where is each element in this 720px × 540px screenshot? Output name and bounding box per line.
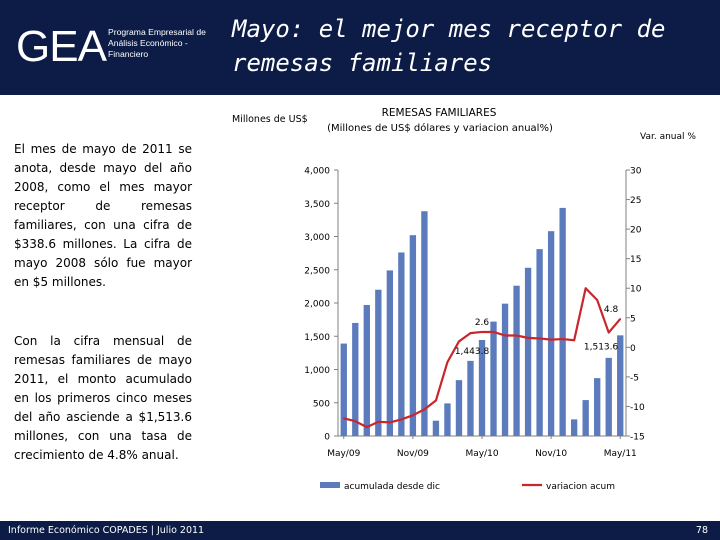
x-tick-label: May/09 (327, 449, 360, 459)
line-point-Feb/10 (446, 361, 449, 363)
y2-tick-label: 5 (630, 314, 636, 324)
line-point-Oct/09 (400, 418, 403, 421)
bar-Sep/09 (386, 270, 394, 436)
x-tick-label: Nov/09 (397, 449, 429, 459)
line-point-Dec/09 (423, 408, 426, 411)
line-point-May/11 (619, 318, 622, 320)
bar-Nov/10 (547, 231, 555, 436)
chart-ylabel: Millones de US$ (232, 114, 308, 125)
y-tick-label: 4,000 (304, 167, 330, 177)
y2-tick-label: 25 (630, 196, 641, 206)
x-tick-label: May/11 (604, 449, 637, 459)
y-tick-label: 3,000 (304, 233, 330, 243)
slide-title: Mayo: el mejor mes receptor de remesas f… (232, 15, 666, 77)
x-tick-label: May/10 (465, 449, 498, 459)
legend-label-bars: acumulada desde dic (344, 482, 440, 492)
data-label: 2.6 (475, 318, 490, 328)
line-point-Jul/09 (366, 426, 368, 428)
y2-tick-label: -5 (630, 373, 639, 383)
line-point-Aug/10 (515, 334, 518, 337)
y2-tick-label: -15 (630, 433, 645, 443)
y2-tick-label: 30 (630, 167, 642, 177)
page-number: 78 (695, 525, 708, 536)
line-point-Jun/09 (354, 420, 357, 423)
bar-Oct/10 (536, 249, 543, 436)
bar-May/10 (478, 339, 486, 436)
bar-Apr/10 (467, 360, 474, 436)
line-point-Aug/09 (377, 421, 380, 423)
y-tick-label: 500 (313, 399, 330, 409)
bar-Oct/09 (398, 252, 405, 436)
y-tick-label: 2,500 (304, 266, 330, 276)
logo-subtitle: Programa Empresarial de Análisis Económi… (108, 27, 206, 59)
x-tick-label: Nov/10 (535, 449, 567, 459)
y-tick-label: 2,000 (304, 300, 330, 310)
line-point-Apr/10 (469, 332, 472, 334)
bar-Aug/10 (513, 285, 520, 436)
bar-Jan/10 (432, 420, 440, 436)
bar-Aug/09 (375, 289, 382, 436)
bar-Jun/10 (490, 321, 497, 436)
footer-text: Informe Económico COPADES | Julio 2011 (8, 525, 205, 536)
y-tick-label: 1,500 (304, 333, 330, 343)
footer-bar (0, 521, 720, 540)
line-point-May/10 (481, 331, 483, 333)
bar-May/11 (617, 335, 624, 436)
data-label: 4.8 (604, 305, 619, 315)
bar-Sep/10 (524, 267, 532, 436)
y-tick-label: 3,500 (304, 200, 330, 210)
y-tick-label: 1,000 (304, 366, 330, 376)
line-point-Jun/10 (492, 331, 495, 333)
bar-May/09 (340, 343, 347, 436)
line-point-Oct/10 (538, 337, 541, 340)
line-point-Mar/10 (458, 340, 460, 343)
y-tick-label: 0 (324, 433, 330, 443)
bar-Mar/10 (455, 380, 463, 436)
chart-y2label: Var. anual % (640, 132, 696, 142)
bar-Jul/09 (363, 304, 370, 436)
paragraph-1: El mes de mayo de 2011 se anota, desde m… (14, 142, 192, 289)
bar-Jun/09 (352, 322, 359, 436)
logo: GEA (16, 22, 107, 71)
line-point-Nov/10 (550, 338, 552, 341)
legend-label-line: variacion acum (546, 482, 615, 492)
data-label: 1,513.6 (584, 342, 619, 352)
line-point-Jan/11 (573, 339, 575, 342)
bar-Feb/11 (582, 400, 589, 436)
bar-Dec/09 (421, 211, 428, 436)
bar-Feb/10 (444, 403, 451, 436)
line-point-Jul/10 (504, 334, 506, 337)
y2-tick-label: 20 (630, 226, 642, 236)
y2-tick-label: 0 (630, 344, 636, 354)
data-label: 1,443.8 (455, 347, 490, 357)
chart-subtitle: (Millones de US$ dólares y variacion anu… (327, 122, 553, 134)
line-point-Apr/11 (607, 331, 610, 334)
bar-Jul/10 (501, 303, 509, 436)
line-point-May/09 (342, 417, 345, 420)
line-point-Dec/10 (561, 338, 564, 340)
bar-Jan/11 (570, 419, 578, 436)
line-point-Jan/10 (435, 399, 437, 402)
y2-tick-label: 10 (630, 285, 642, 295)
header-bar (0, 0, 720, 95)
paragraph-2: Con la cifra mensual de remesas familiar… (14, 334, 192, 462)
bar-Dec/10 (559, 207, 566, 436)
line-point-Feb/11 (584, 287, 587, 290)
line-point-Mar/11 (596, 299, 598, 301)
y2-tick-label: 15 (630, 255, 641, 265)
line-point-Sep/10 (527, 337, 529, 339)
y2-tick-label: -10 (630, 403, 645, 413)
bar-Apr/11 (605, 357, 612, 436)
line-point-Nov/09 (412, 414, 414, 417)
bar-Nov/09 (409, 235, 417, 436)
bar-Mar/11 (594, 378, 601, 436)
chart-title: REMESAS FAMILIARES (382, 107, 497, 119)
legend-swatch-bars (320, 482, 340, 488)
line-point-Sep/09 (389, 421, 391, 424)
